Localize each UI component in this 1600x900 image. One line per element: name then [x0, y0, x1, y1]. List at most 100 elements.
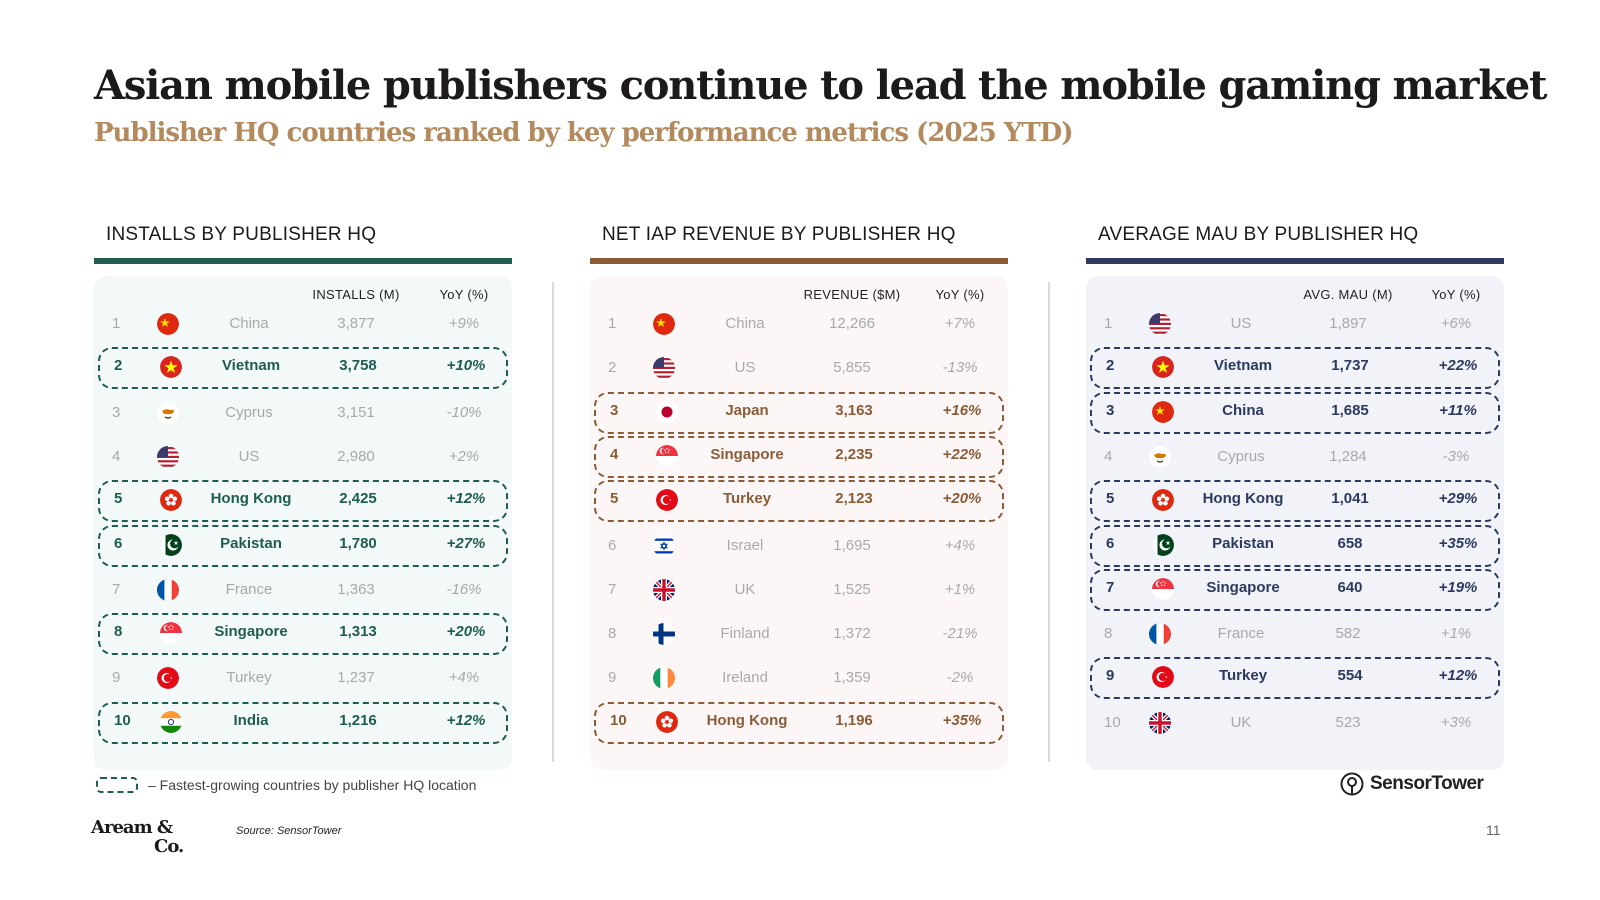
- ranking-table: REVENUE ($M) YoY (%) 1 China 12,266 +7% 2 US 5…: [590, 276, 1008, 770]
- highlighted-table-row: 6 Pakistan 1,780 +27%: [98, 524, 508, 567]
- table-row: 6 Israel 1,695 +4%: [590, 528, 1008, 564]
- rank-number: 8: [114, 623, 123, 641]
- india-flag-icon: [160, 710, 182, 733]
- table-row: 1 China 3,877 +9%: [94, 306, 512, 342]
- page-number: 11: [1486, 822, 1501, 838]
- brand-line-1: Aream &: [91, 817, 173, 838]
- table-row: 9 Ireland 1,359 -2%: [590, 660, 1008, 696]
- singapore-flag-icon: [656, 444, 678, 467]
- highlighted-table-row: 6 Pakistan 658 +35%: [1090, 524, 1500, 567]
- highlighted-table-row: 2 Vietnam 1,737 +22%: [1090, 347, 1500, 390]
- table-row: 9 Turkey 1,237 +4%: [94, 660, 512, 696]
- highlighted-table-row: 5 Hong Kong 1,041 +29%: [1090, 480, 1500, 523]
- rank-number: 1: [1104, 315, 1113, 332]
- pakistan-flag-icon: [160, 533, 182, 556]
- panel-heading: NET IAP REVENUE BY PUBLISHER HQ: [602, 224, 956, 245]
- highlighted-table-row: 5 Hong Kong 2,425 +12%: [98, 480, 508, 523]
- table-row: 3 Cyprus 3,151 -10%: [94, 395, 512, 431]
- france-flag-icon: [157, 578, 179, 601]
- table-row: 10 UK 523 +3%: [1086, 705, 1504, 741]
- table-row: 8 France 582 +1%: [1086, 616, 1504, 652]
- rank-number: 3: [112, 403, 121, 421]
- table-row: 4 US 2,980 +2%: [94, 439, 512, 475]
- rank-number: 3: [610, 401, 619, 419]
- rank-number: 5: [1106, 490, 1115, 508]
- ranking-table: AVG. MAU (M) YoY (%) 1 US 1,897 +6% 2 Vietnam…: [1086, 276, 1504, 770]
- highlighted-table-row: 7 Singapore 640 +19%: [1090, 568, 1500, 611]
- highlighted-table-row: 3 Japan 3,163 +16%: [594, 391, 1004, 434]
- sensortower-wordmark: SensorTower: [1370, 773, 1484, 794]
- rank-number: 8: [1104, 625, 1113, 643]
- rank-number: 9: [112, 669, 121, 687]
- hong-kong-flag-icon: [656, 710, 678, 733]
- rank-number: 2: [608, 359, 617, 377]
- hong-kong-flag-icon: [160, 489, 182, 512]
- rank-number: 7: [608, 580, 617, 598]
- rank-number: 6: [114, 534, 123, 552]
- rank-number: 4: [610, 445, 619, 463]
- slide-title: Asian mobile publishers continue to lead…: [94, 62, 1547, 109]
- ranking-table: INSTALLS (M) YoY (%) 1 China 3,877 +9% 2 Viet…: [94, 276, 512, 770]
- highlighted-table-row: 4 Singapore 2,235 +22%: [594, 435, 1004, 478]
- rank-number: 9: [608, 669, 617, 687]
- table-row: 1 US 1,897 +6%: [1086, 306, 1504, 342]
- brand-line-2: Co.: [154, 836, 184, 857]
- israel-flag-icon: [653, 534, 675, 557]
- turkey-flag-icon: [656, 489, 678, 512]
- france-flag-icon: [1149, 623, 1171, 646]
- sensortower-icon: [1340, 772, 1364, 796]
- rank-number: 3: [1106, 401, 1115, 419]
- vietnam-flag-icon: [160, 356, 182, 379]
- table-row: 7 UK 1,525 +1%: [590, 572, 1008, 608]
- table-row: 4 Cyprus 1,284 -3%: [1086, 439, 1504, 475]
- legend: – Fastest-growing countries by publisher…: [96, 777, 476, 793]
- highlighted-table-row: 10 Hong Kong 1,196 +35%: [594, 701, 1004, 744]
- yoy-column-header: YoY (%): [1431, 287, 1481, 302]
- china-flag-icon: [157, 313, 179, 335]
- pakistan-flag-icon: [1152, 533, 1174, 556]
- cyprus-flag-icon: [157, 401, 179, 424]
- table-row: 7 France 1,363 -16%: [94, 572, 512, 608]
- column-divider: [552, 282, 554, 762]
- rank-number: 2: [114, 357, 123, 375]
- highlighted-table-row: 9 Turkey 554 +12%: [1090, 657, 1500, 700]
- turkey-flag-icon: [1152, 666, 1174, 689]
- brand-logo: Aream & Co.: [91, 817, 184, 857]
- rank-number: 8: [608, 625, 617, 643]
- turkey-flag-icon: [157, 667, 179, 690]
- rank-number: 7: [112, 580, 121, 598]
- panel-accent-bar: [590, 258, 1008, 264]
- rank-number: 10: [1104, 713, 1121, 731]
- highlighted-table-row: 5 Turkey 2,123 +20%: [594, 480, 1004, 523]
- china-flag-icon: [653, 313, 675, 335]
- table-row: 2 US 5,855 -13%: [590, 350, 1008, 386]
- panel-accent-bar: [1086, 258, 1504, 264]
- sensortower-logo: SensorTower: [1340, 772, 1484, 796]
- rank-number: 4: [1104, 447, 1113, 465]
- rank-number: 10: [610, 711, 627, 729]
- us-flag-icon: [157, 445, 179, 468]
- hong-kong-flag-icon: [1152, 489, 1174, 512]
- highlighted-table-row: 2 Vietnam 3,758 +10%: [98, 347, 508, 390]
- rank-number: 9: [1106, 667, 1115, 685]
- cyprus-flag-icon: [1149, 445, 1171, 468]
- value-column-header: REVENUE ($M): [803, 287, 901, 302]
- singapore-flag-icon: [1152, 577, 1174, 600]
- highlighted-table-row: 10 India 1,216 +12%: [98, 701, 508, 744]
- rank-number: 1: [608, 315, 617, 332]
- us-flag-icon: [653, 357, 675, 380]
- table-row: 1 China 12,266 +7%: [590, 306, 1008, 342]
- rank-number: 6: [1106, 534, 1115, 552]
- legend-text: – Fastest-growing countries by publisher…: [148, 777, 477, 793]
- singapore-flag-icon: [160, 622, 182, 645]
- rank-number: 5: [114, 490, 123, 508]
- ireland-flag-icon: [653, 667, 675, 690]
- china-flag-icon: [1152, 400, 1174, 423]
- dashed-highlight-swatch: [96, 777, 138, 793]
- yoy-column-header: YoY (%): [439, 287, 489, 302]
- value-column-header: AVG. MAU (M): [1303, 287, 1393, 302]
- rank-number: 7: [1106, 578, 1115, 596]
- column-divider: [1048, 282, 1050, 762]
- uk-flag-icon: [653, 578, 675, 601]
- highlighted-table-row: 3 China 1,685 +11%: [1090, 391, 1500, 434]
